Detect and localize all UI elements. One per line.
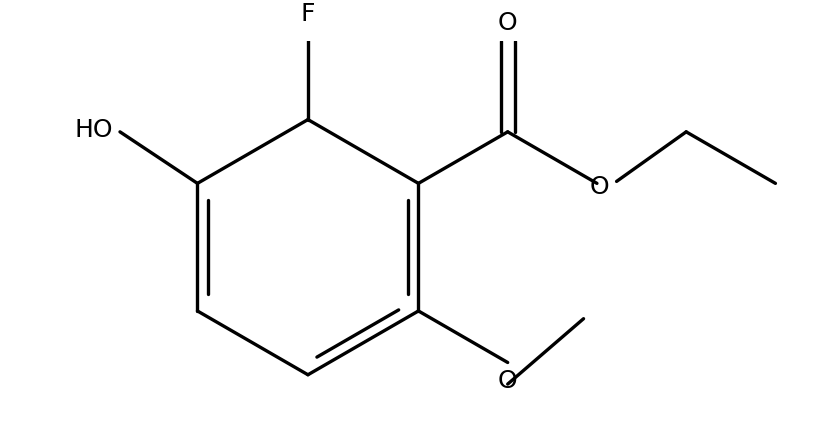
Text: F: F [301,2,315,26]
Text: O: O [498,11,518,35]
Text: O: O [590,175,610,199]
Text: O: O [498,369,518,393]
Text: HO: HO [75,118,113,142]
